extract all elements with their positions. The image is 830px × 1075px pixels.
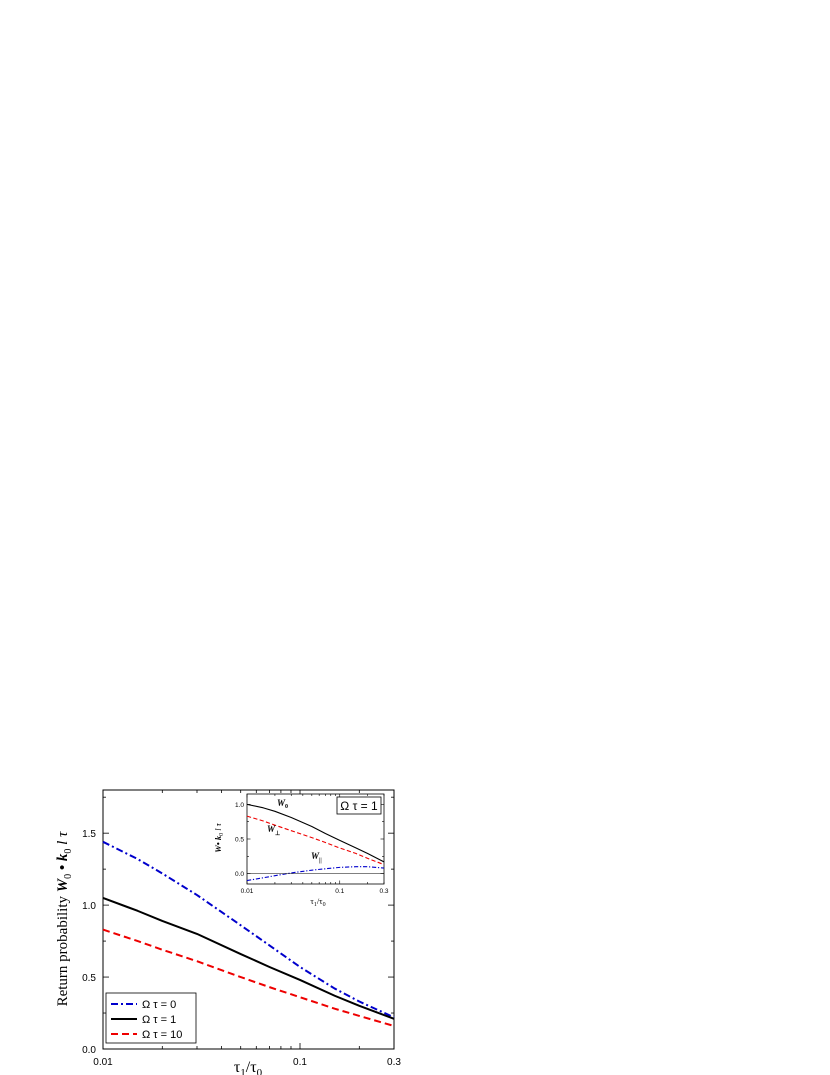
main-series-line-2: [102, 928, 395, 1027]
y-tick-label: 0.0: [82, 1045, 96, 1056]
main-chart: 0.01 0.1 0.3 0.0 0.5 1.0 1.5 Ω τ = 0 Ω τ = 1 …: [55, 789, 401, 1075]
legend-label-omega-0: Ω τ = 0: [142, 999, 176, 1011]
legend-label-omega-1: Ω τ = 1: [142, 1014, 176, 1026]
main-x-axis-label: τ1/τ0: [234, 1059, 263, 1075]
inset-x-ticks: 0.01 0.1 0.3: [241, 794, 389, 895]
inset-x-axis-label: τ1/τ0: [310, 896, 325, 908]
x-tick-label: 0.01: [241, 888, 254, 895]
inset-annotation: Ω τ = 1: [340, 799, 378, 813]
y-tick-label: 1.0: [82, 901, 96, 912]
inset-y-axis-label: W• k0 l τ: [213, 822, 225, 853]
y-tick-label: 1.5: [82, 829, 96, 840]
main-x-ticks: 0.01 0.1 0.3: [93, 790, 401, 1068]
main-y-axis-label: Return probability W0 • k0 l τ: [55, 831, 74, 1006]
inset-chart: 0.01 0.1 0.3 0.0 0.5 1.0 Ω τ = 1 W0 W⊥ W|| τ…: [213, 793, 389, 908]
y-tick-label: 0.5: [82, 973, 96, 984]
x-tick-label: 0.1: [293, 1057, 307, 1068]
y-tick-label: 1.0: [235, 802, 244, 809]
inset-label-wperp: W⊥: [267, 824, 280, 837]
main-series-group: [102, 840, 395, 1027]
main-y-ticks: 0.0 0.5 1.0 1.5: [82, 796, 394, 1056]
main-series-line-0: [102, 840, 395, 1019]
x-tick-label: 0.1: [335, 888, 344, 895]
main-series-line-1: [102, 896, 395, 1020]
legend: Ω τ = 0 Ω τ = 1 Ω τ = 10: [105, 992, 197, 1044]
inset-series-line-1: [246, 815, 385, 866]
inset-label-w0: W0: [277, 798, 288, 810]
y-tick-label: 0.5: [235, 837, 244, 844]
x-tick-label: 0.01: [93, 1057, 113, 1068]
main-plot-frame: [102, 789, 395, 1050]
legend-label-omega-10: Ω τ = 10: [142, 1029, 182, 1041]
x-tick-label: 0.3: [387, 1057, 401, 1068]
inset-annotation-box: [336, 796, 382, 815]
inset-label-wpar: W||: [311, 851, 322, 864]
x-tick-label: 0.3: [379, 888, 388, 895]
y-tick-label: 0.0: [235, 871, 244, 878]
inset-series-line-0: [246, 803, 385, 863]
inset-series-group: [246, 803, 385, 882]
inset-series-line-2: [246, 866, 385, 882]
